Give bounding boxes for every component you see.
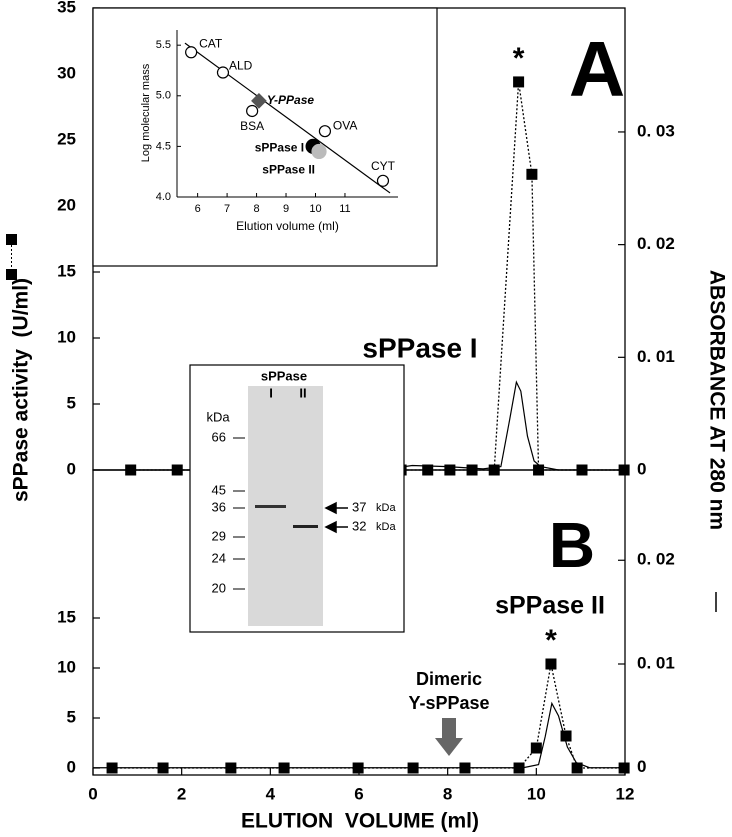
inset-y-tick-label: 5.5 (156, 39, 171, 51)
y-tick-label: 0 (67, 459, 76, 478)
inset-point-label: Y-PPase (267, 93, 314, 107)
activity-point (545, 658, 557, 670)
x-tick-label: 12 (616, 784, 635, 803)
inset-point-label: sPPase I (255, 141, 304, 155)
y-tick-label: 30 (57, 63, 76, 82)
gel-band (293, 525, 318, 528)
inset-frame (92, 7, 438, 267)
band-arrow (324, 520, 348, 534)
x-tick-label: 4 (266, 784, 276, 803)
inset-point-label: BSA (240, 119, 264, 133)
y2-tick-label: 0. 03 (637, 121, 675, 140)
x-tick-label: 6 (354, 784, 363, 803)
inset-point (251, 93, 267, 109)
inset-point (318, 125, 332, 138)
x-tick-label: 8 (443, 784, 452, 803)
y-tick-label: 5 (67, 707, 76, 726)
gel-header: sPPase (261, 368, 307, 383)
gel-marker-label: 29 (212, 528, 226, 543)
inset-point-label: CYT (371, 159, 396, 173)
inset-point (216, 66, 230, 79)
y2-tick-label: 0. 01 (637, 653, 675, 672)
inset-x-tick-label: 8 (253, 203, 259, 215)
peak-marker: * (513, 42, 525, 75)
panel-label: B (549, 509, 595, 581)
inset-point-label: OVA (333, 118, 357, 132)
y-tick-label: 0 (67, 757, 76, 776)
band-unit: kDa (376, 521, 396, 533)
activity-point (530, 742, 542, 754)
inset-point (376, 174, 390, 187)
y2-tick-label: 0 (637, 459, 646, 478)
inset-point (185, 46, 198, 59)
band-arrow (324, 501, 348, 515)
x-tick-label: 10 (527, 784, 546, 803)
gel-marker-label: 20 (212, 580, 226, 595)
y-tick-label: 35 (57, 0, 76, 16)
inset-point (246, 104, 259, 118)
activity-line (112, 663, 625, 769)
arrow-label: Y-sPPase (408, 693, 489, 713)
y2-tick-label: 0. 01 (637, 347, 675, 366)
inset-x-tick-label: 7 (224, 203, 230, 215)
x-tick-label: 2 (177, 784, 186, 803)
inset-point-label: CAT (199, 36, 223, 50)
y-axis-title: sPPase activity (U/ml) (10, 278, 33, 502)
y-tick-label: 5 (67, 393, 76, 412)
inset-x-title: Elution volume (ml) (236, 219, 339, 233)
inset-x-tick-label: 11 (339, 203, 350, 215)
y2-tick-label: 0. 02 (637, 234, 675, 253)
activity-point (526, 168, 538, 180)
activity-point (513, 76, 525, 88)
peak-marker: * (545, 624, 557, 657)
peak-annotation: sPPase II (495, 592, 605, 620)
x-tick-label: 0 (88, 784, 97, 803)
x-axis-title: ELUTION VOLUME (ml) (241, 810, 479, 833)
legend-square (6, 269, 17, 280)
gel-lane: I (269, 385, 273, 400)
legend-square (6, 234, 17, 245)
arrow (435, 718, 463, 756)
inset-point-label: sPPase II (262, 163, 315, 177)
inset-x-tick-label: 10 (309, 203, 321, 215)
absorbance-line (93, 701, 625, 769)
inset-y-tick-label: 5.0 (156, 90, 171, 102)
activity-point (571, 762, 583, 774)
inset-y-title: Log molecular mass (140, 63, 152, 162)
inset-x-tick-label: 9 (283, 203, 289, 215)
gel-unit: kDa (206, 409, 230, 424)
inset-y-tick-label: 4.5 (156, 140, 171, 152)
band-size: 32 (352, 518, 366, 533)
absorbance-line (93, 380, 625, 471)
gel-lane: II (299, 385, 306, 400)
gel-band (255, 505, 286, 508)
y2-tick-label: 0. 02 (637, 550, 675, 569)
activity-point (560, 730, 572, 742)
arrow-label: Dimeric (416, 669, 482, 689)
inset-point (311, 143, 327, 160)
y-tick-label: 20 (57, 195, 76, 214)
y-tick-label: 25 (57, 129, 76, 148)
y-tick-label: 10 (57, 657, 76, 676)
band-unit: kDa (376, 502, 396, 514)
gel-marker-label: 36 (212, 499, 226, 514)
y2-tick-label: 0 (637, 757, 646, 776)
peak-annotation: sPPase I (362, 332, 477, 363)
y-tick-label: 10 (57, 327, 76, 346)
y2-axis-title: ABSORBANCE AT 280 nm (705, 270, 728, 530)
y-tick-label: 15 (57, 261, 76, 280)
gel-marker-label: 66 (212, 429, 226, 444)
inset-y-tick-label: 4.0 (156, 191, 171, 203)
panel-label: A (569, 25, 625, 113)
y-tick-label: 15 (57, 607, 76, 626)
band-size: 37 (352, 499, 366, 514)
inset-point-label: ALD (229, 59, 253, 73)
gel-marker-label: 45 (212, 482, 226, 497)
gel-marker-label: 24 (212, 550, 226, 565)
inset-x-tick-label: 6 (195, 203, 201, 215)
